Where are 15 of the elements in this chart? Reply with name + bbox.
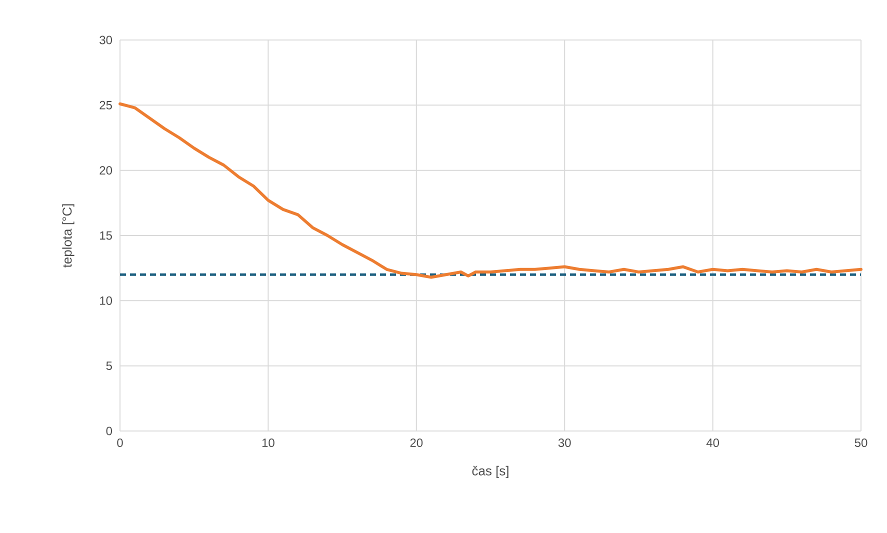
y-tick-label: 0	[106, 426, 112, 436]
x-tick-label: 50	[854, 438, 868, 448]
x-tick-label: 30	[558, 438, 571, 448]
y-tick-label: 20	[100, 166, 112, 175]
x-axis-title: čas [s]	[472, 466, 508, 478]
x-tick-label: 0	[117, 438, 123, 448]
x-tick-label: 20	[410, 438, 423, 448]
y-tick-label: 30	[100, 36, 112, 44]
y-tick-label: 15	[100, 231, 112, 240]
y-tick-label: 25	[100, 100, 112, 110]
x-tick-label: 40	[706, 438, 720, 448]
y-tick-label: 5	[106, 362, 112, 370]
y-tick-label: 10	[100, 296, 112, 305]
y-axis-title: teplota [°C]	[62, 204, 74, 268]
x-tick-label: 10	[262, 438, 274, 448]
